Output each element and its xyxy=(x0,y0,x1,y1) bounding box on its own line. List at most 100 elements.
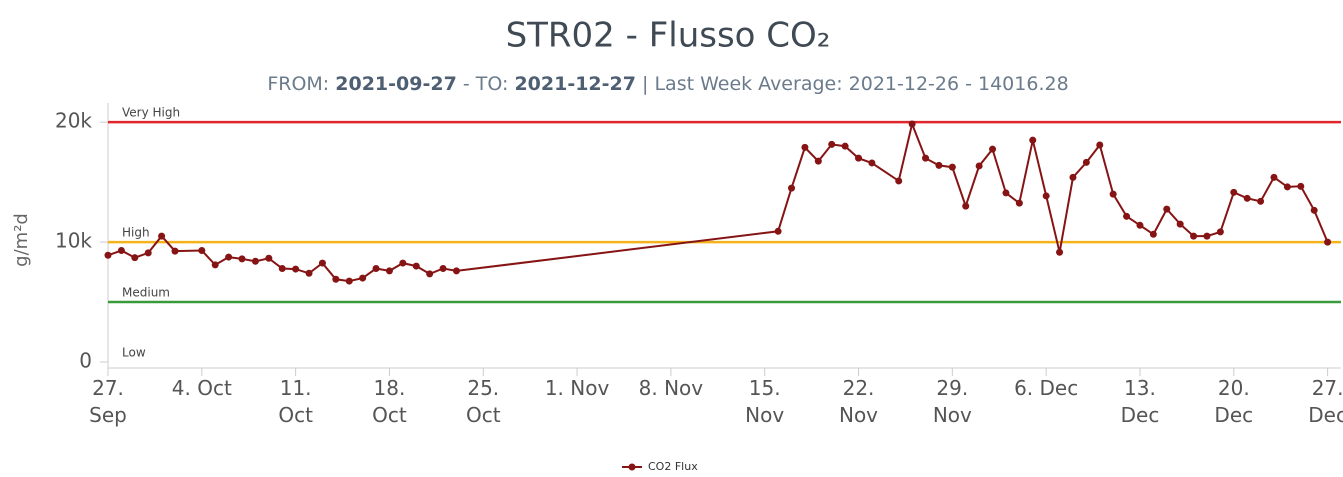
data-point xyxy=(225,253,233,261)
threshold-label: Medium xyxy=(122,286,170,300)
data-point xyxy=(1149,230,1157,238)
data-point xyxy=(1082,158,1090,166)
subtitle-average: | Last Week Average: 2021-12-26 - 14016.… xyxy=(642,73,1069,95)
data-point xyxy=(922,154,930,162)
data-point xyxy=(1029,136,1037,144)
y-tick-label: 0 xyxy=(79,349,92,373)
data-point xyxy=(814,157,822,165)
data-point xyxy=(1109,190,1117,198)
x-tick-label: 29. Nov xyxy=(933,376,972,427)
x-tick-label-line: 25. xyxy=(467,376,499,400)
x-tick-label-line: Dec xyxy=(1308,403,1343,427)
data-point xyxy=(158,232,166,240)
data-point xyxy=(828,140,836,148)
x-tick-label-line: 29. xyxy=(936,376,968,400)
subtitle-from-label: FROM: xyxy=(267,73,329,95)
x-tick-label-line: 15. xyxy=(749,376,781,400)
data-point xyxy=(1297,182,1305,190)
data-point xyxy=(265,254,273,262)
data-point xyxy=(117,246,125,254)
x-tick-label-line: Oct xyxy=(466,403,501,427)
data-point xyxy=(1310,206,1318,214)
x-tick-label-line: Oct xyxy=(372,403,407,427)
data-point xyxy=(399,259,407,267)
data-point xyxy=(305,269,313,277)
data-point xyxy=(1230,188,1238,196)
data-point xyxy=(855,154,863,162)
x-tick-label-line: Nov xyxy=(933,403,972,427)
data-point xyxy=(1203,232,1211,240)
data-point xyxy=(1176,220,1184,228)
data-point xyxy=(198,246,206,254)
data-point xyxy=(1270,173,1278,181)
y-axis-title: g/m²d xyxy=(11,213,32,267)
threshold-label: Very High xyxy=(122,106,180,120)
data-point xyxy=(251,257,259,265)
data-point xyxy=(318,259,326,267)
x-tick-label: 18. Oct xyxy=(372,376,407,427)
data-point xyxy=(171,247,179,255)
x-tick-label: 4. Oct xyxy=(172,376,232,400)
data-point xyxy=(372,264,380,272)
x-tick-label-line: 8. Nov xyxy=(639,376,704,400)
y-tick-label: 20k xyxy=(55,109,92,133)
data-point xyxy=(1002,189,1010,197)
data-point xyxy=(1243,194,1251,202)
data-point xyxy=(935,161,943,169)
data-point xyxy=(211,261,219,269)
data-point xyxy=(104,251,112,259)
x-tick-label-line: Dec xyxy=(1214,403,1253,427)
data-point xyxy=(801,143,809,151)
data-point xyxy=(1283,183,1291,191)
data-point xyxy=(1324,238,1332,246)
data-point xyxy=(278,264,286,272)
data-point xyxy=(144,249,152,257)
x-tick-label-line: Nov xyxy=(839,403,878,427)
x-tick-label-line: 18. xyxy=(374,376,406,400)
threshold-label: High xyxy=(122,226,150,240)
data-point xyxy=(1163,205,1171,213)
data-point xyxy=(1069,173,1077,181)
chart-title: STR02 - Flusso CO₂ xyxy=(506,16,831,56)
threshold-label: Low xyxy=(122,346,146,360)
y-tick-label: 10k xyxy=(55,229,92,253)
x-tick-label-line: 20. xyxy=(1218,376,1250,400)
x-tick-label: 11. Oct xyxy=(278,376,313,427)
x-tick-label-line: 13. xyxy=(1124,376,1156,400)
data-point xyxy=(1257,197,1265,205)
data-point xyxy=(774,227,782,235)
data-point xyxy=(895,177,903,185)
x-tick-label-line: 6. Dec xyxy=(1014,376,1078,400)
data-point xyxy=(412,262,420,270)
chart-subtitle: FROM: 2021-09-27 - TO: 2021-12-27 | Last… xyxy=(267,73,1068,95)
x-tick-label: 22. Nov xyxy=(839,376,878,427)
x-tick-label: 27. Dec xyxy=(1308,376,1343,427)
data-point xyxy=(989,145,997,153)
subtitle-from: 2021-09-27 xyxy=(335,73,457,95)
x-tick-label: 15. Nov xyxy=(745,376,784,427)
x-tick-label: 13. Dec xyxy=(1121,376,1160,427)
legend-symbol-marker xyxy=(628,463,636,471)
subtitle-to-label: - TO: xyxy=(463,73,509,95)
x-tick-label: 20. Dec xyxy=(1214,376,1253,427)
x-tick-label: 1. Nov xyxy=(545,376,610,400)
x-tick-label-line: Oct xyxy=(278,403,313,427)
x-tick-label: 6. Dec xyxy=(1014,376,1078,400)
data-point xyxy=(359,274,367,282)
x-tick-label-line: 27. xyxy=(1312,376,1343,400)
data-point xyxy=(1042,192,1050,200)
data-point xyxy=(1136,221,1144,229)
x-tick-label-line: Dec xyxy=(1121,403,1160,427)
data-point xyxy=(1190,232,1198,240)
data-point xyxy=(1123,212,1131,220)
data-point xyxy=(1096,141,1104,149)
x-tick-label: 27. Sep xyxy=(89,376,127,427)
data-point xyxy=(868,159,876,167)
series-line xyxy=(107,120,1329,283)
data-point xyxy=(426,270,434,278)
data-point xyxy=(1056,248,1064,256)
data-point xyxy=(962,202,970,210)
x-tick-label-line: 4. Oct xyxy=(172,376,232,400)
data-point xyxy=(292,265,300,273)
